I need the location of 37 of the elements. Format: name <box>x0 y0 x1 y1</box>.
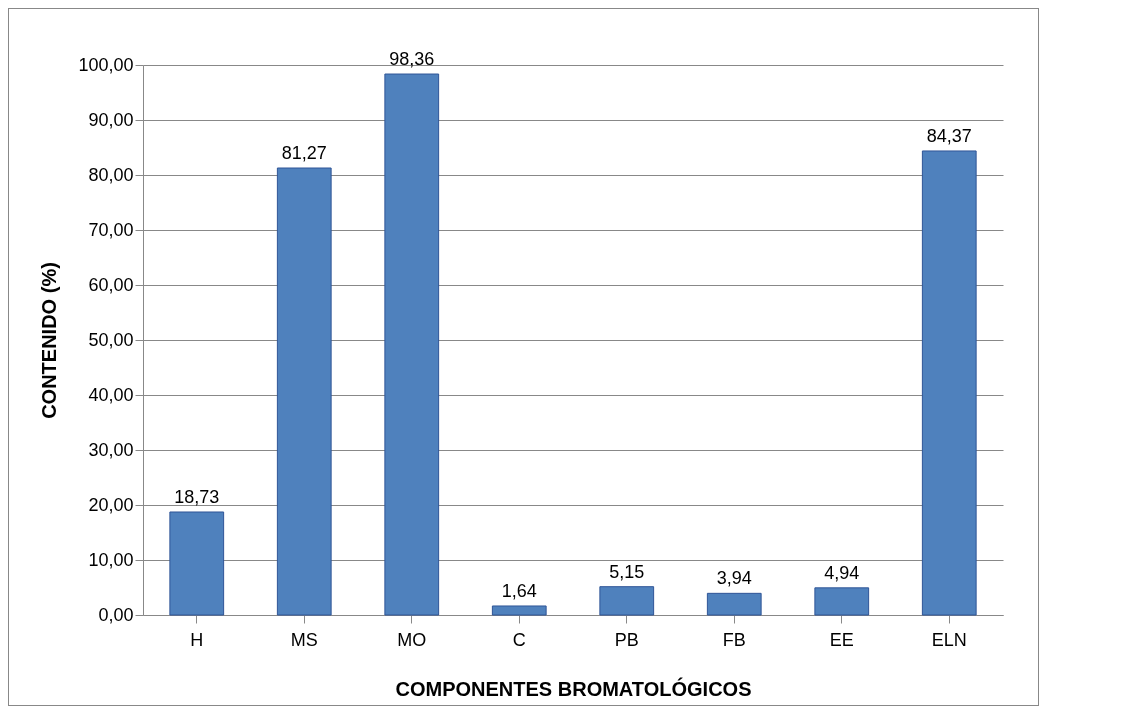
x-tick-label: ELN <box>931 629 967 650</box>
y-tick-label: 70,00 <box>88 219 134 240</box>
x-tick-label: H <box>190 629 204 650</box>
data-label: 5,15 <box>609 561 645 582</box>
y-tick-label: 40,00 <box>88 384 134 405</box>
bar <box>169 511 225 616</box>
data-label: 81,27 <box>281 143 327 164</box>
x-axis-title: COMPONENTES BROMATOLÓGICOS <box>395 676 752 700</box>
y-tick-label: 10,00 <box>88 549 134 570</box>
data-label: 18,73 <box>174 486 220 507</box>
y-tick-label: 0,00 <box>98 604 134 625</box>
bar <box>921 150 977 616</box>
y-tick-label: 60,00 <box>88 274 134 295</box>
x-tick-label: C <box>512 629 526 650</box>
data-label: 4,94 <box>824 562 860 583</box>
x-tick-label: MO <box>397 629 427 650</box>
data-label: 3,94 <box>716 568 752 589</box>
bar <box>814 587 870 616</box>
bar <box>706 592 762 616</box>
bar <box>491 605 547 616</box>
x-tick-label: MS <box>290 629 318 650</box>
y-tick-label: 20,00 <box>88 494 134 515</box>
y-tick-label: 100,00 <box>78 54 134 75</box>
x-tick-label: FB <box>722 629 746 650</box>
bar <box>599 586 655 616</box>
data-label: 98,36 <box>389 49 435 70</box>
data-label: 84,37 <box>926 125 972 146</box>
bar <box>276 167 332 616</box>
data-label: 1,64 <box>501 580 537 601</box>
bar <box>384 73 440 616</box>
y-axis-title: CONTENIDO (%) <box>38 262 61 419</box>
y-tick-label: 50,00 <box>88 329 134 350</box>
x-tick-label: PB <box>614 629 639 650</box>
y-tick-label: 30,00 <box>88 439 134 460</box>
y-tick-label: 90,00 <box>88 109 134 130</box>
x-tick-label: EE <box>829 629 854 650</box>
y-tick-label: 80,00 <box>88 164 134 185</box>
